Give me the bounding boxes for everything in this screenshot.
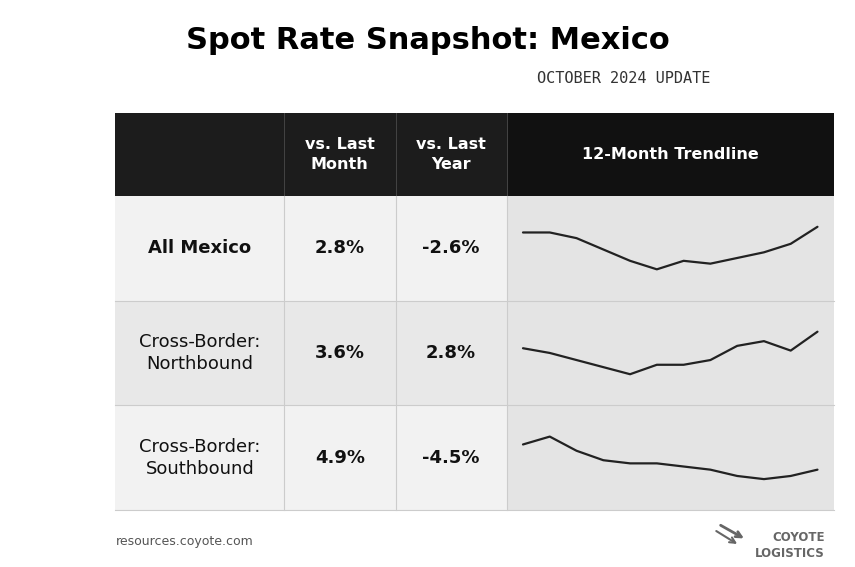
Text: resources.coyote.com: resources.coyote.com [115,535,253,548]
Text: All Mexico: All Mexico [148,239,251,257]
Text: -4.5%: -4.5% [422,449,480,467]
Bar [284,113,396,196]
Bar [507,113,834,196]
Text: Spot Rate Snapshot: Mexico: Spot Rate Snapshot: Mexico [186,26,669,54]
Bar [284,196,396,301]
Text: vs. Last
Year: vs. Last Year [416,137,486,172]
Bar [396,196,507,301]
Text: vs. Last
Month: vs. Last Month [305,137,374,172]
Bar [115,196,284,301]
Bar [396,301,507,405]
Text: 3.6%: 3.6% [315,344,365,362]
Text: Cross-Border:
Southbound: Cross-Border: Southbound [139,438,261,478]
Text: 2.8%: 2.8% [315,239,365,257]
Text: 4.9%: 4.9% [315,449,365,467]
Bar [396,405,507,510]
Bar [115,113,284,196]
Bar [115,405,284,510]
Bar [396,113,507,196]
Bar [507,301,834,405]
Text: OCTOBER 2024 UPDATE: OCTOBER 2024 UPDATE [538,71,711,86]
Bar [507,196,834,301]
Text: Cross-Border:
Northbound: Cross-Border: Northbound [139,333,261,373]
Bar [284,301,396,405]
Text: -2.6%: -2.6% [422,239,480,257]
Text: 2.8%: 2.8% [426,344,476,362]
Text: COYOTE
LOGISTICS: COYOTE LOGISTICS [755,531,825,560]
Text: 12-Month Trendline: 12-Month Trendline [582,147,758,162]
Bar [115,301,284,405]
Bar [284,405,396,510]
Bar [507,405,834,510]
